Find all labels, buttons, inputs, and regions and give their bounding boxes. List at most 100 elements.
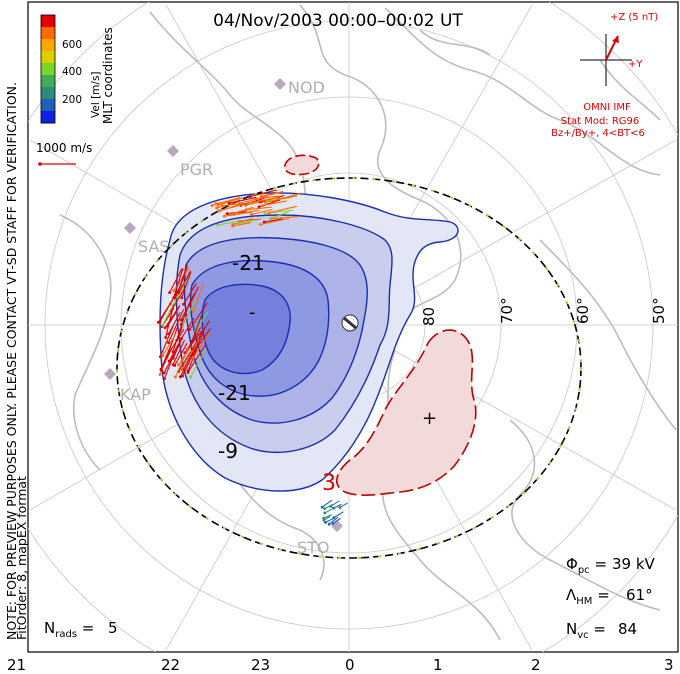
velocity-vector-origin (179, 323, 183, 326)
velocity-vector-origin (320, 505, 324, 509)
colorbar-label: Vel [m/s] (90, 71, 102, 118)
velocity-vector-origin (174, 375, 177, 379)
mlt-tick-1: 1 (433, 656, 443, 674)
lat-label-60: 60° (574, 297, 592, 324)
velocity-vector (173, 267, 190, 292)
velocity-vector-origin (179, 318, 183, 322)
velocity-vector (192, 283, 205, 312)
velocity-vector-origin (172, 289, 176, 293)
station-label-kap: KAP (120, 385, 151, 404)
velocity-vector (246, 206, 272, 211)
velocity-vector-origin (180, 368, 184, 372)
colorbar-segment (41, 99, 55, 112)
velocity-vector (211, 197, 241, 207)
velocity-vector (265, 196, 292, 203)
velocity-vector (183, 283, 197, 305)
velocity-vector-origin (227, 201, 231, 205)
colorbar-segment (41, 87, 55, 100)
colorbar-segment (41, 39, 55, 52)
velocity-vector-origin (323, 507, 327, 511)
colorbar-segment (41, 75, 55, 88)
velocity-vector-origin (250, 212, 253, 216)
velocity-vector (170, 288, 185, 312)
velocity-vector (270, 211, 290, 219)
potential-max-marker: + (422, 408, 437, 429)
coords-label: MLT coordinates (101, 27, 115, 124)
dusk-potential-cell (159, 192, 459, 492)
velocity-vector (195, 310, 209, 332)
velocity-vector-origin (231, 224, 235, 228)
n-rads-value: 5 (108, 619, 118, 637)
velocity-vector-origin (159, 368, 163, 372)
velocity-vector (177, 264, 188, 294)
velocity-vector (172, 339, 185, 365)
n-vc-symbol: Nvc = (566, 620, 606, 641)
velocity-vector (262, 200, 287, 207)
velocity-vector (216, 202, 235, 209)
pole-marker (341, 314, 359, 332)
velocity-vector (182, 299, 197, 326)
velocity-vector (218, 204, 244, 212)
velocity-vector (271, 215, 301, 220)
velocity-vector-origin (166, 324, 169, 328)
velocity-vector (239, 218, 260, 222)
velocity-vector (339, 502, 348, 508)
velocity-vector-origin (259, 223, 262, 226)
velocity-vector-origin (327, 522, 331, 526)
velocity-vector (190, 348, 207, 378)
vector-scale: 1000 m/s (36, 141, 92, 166)
velocity-vector-origin (257, 205, 261, 209)
velocity-vector-origin (167, 341, 170, 345)
phi-pc-symbol: Φpc = (566, 555, 607, 576)
imf-stat-mod: Stat Mod: RG96 (561, 116, 640, 127)
velocity-vector (330, 500, 340, 507)
velocity-vector (168, 312, 181, 335)
velocity-vector-origin (164, 336, 168, 339)
velocity-vector (229, 196, 257, 204)
velocity-vector-origin (322, 516, 326, 520)
lat-label-70: 70° (498, 297, 516, 324)
colorbar-tick-600: 600 (62, 39, 82, 51)
velocity-vector-origin (225, 212, 229, 215)
velocity-vector (189, 286, 199, 306)
station-label-sas: SAS (138, 237, 170, 256)
velocity-vector (167, 307, 180, 327)
velocity-vector-origin (158, 373, 162, 376)
velocity-vector (333, 503, 342, 509)
velocity-vector-origin (175, 295, 179, 299)
velocity-vector (162, 298, 177, 326)
velocity-vector-origin (215, 206, 219, 210)
mlt-tick-2: 2 (531, 656, 541, 674)
velocity-vector (174, 347, 189, 378)
velocity-vector-origin (182, 302, 185, 306)
preview-note: NOTE: FOR PREVIEW PURPOSES ONLY. PLEASE … (4, 82, 19, 640)
velocity-vector (174, 342, 188, 366)
colorbar-segment (41, 27, 55, 40)
velocity-vector-origin (261, 204, 265, 207)
velocity-vector (328, 516, 339, 525)
velocity-vector (229, 206, 254, 215)
velocity-vector (264, 218, 283, 223)
velocity-vector-origin (249, 195, 252, 198)
velocity-vector-origin (262, 220, 266, 224)
velocity-vector-origin (162, 371, 166, 375)
velocity-vector-origin (179, 337, 183, 341)
velocity-vector (268, 205, 297, 214)
fitorder-note: FitOrder: 8, mapEX format (14, 476, 29, 640)
velocity-vector (333, 511, 344, 519)
velocity-vector-origin (332, 516, 336, 520)
contour-label-lower: -21 (218, 381, 251, 405)
velocity-vector (195, 328, 211, 350)
velocity-vector (159, 290, 179, 322)
velocity-vector-origin (222, 214, 226, 218)
velocity-vector (261, 190, 284, 197)
velocity-vector-origin (158, 320, 162, 324)
map-title: 04/Nov/2003 00:00–00:02 UT (213, 11, 463, 31)
velocity-vector (332, 518, 341, 524)
station-label-sto: STO (297, 538, 330, 557)
velocity-vector (159, 324, 175, 357)
velocity-vector (181, 271, 192, 298)
velocity-vector (180, 300, 192, 325)
velocity-vector (217, 220, 239, 226)
